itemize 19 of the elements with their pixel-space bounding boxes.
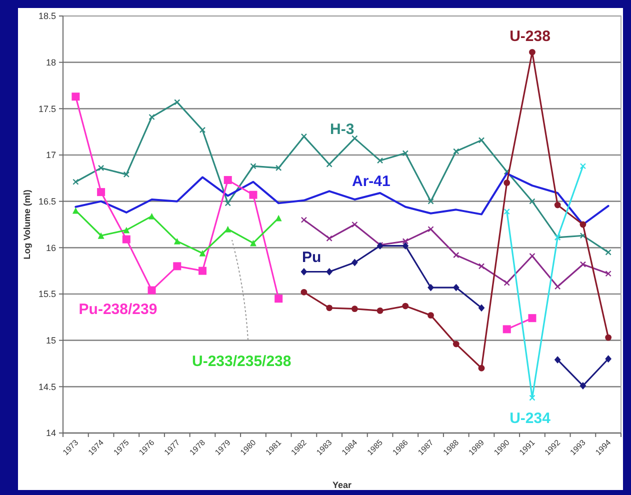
series-label: Ar-41 [352,173,390,190]
x-axis-title: Year [332,480,352,490]
y-tick-label: 14.5 [38,382,56,392]
y-tick-label: 17 [46,150,56,160]
y-tick-label: 17.5 [38,104,56,114]
y-tick-label: 18 [46,57,56,68]
y-tick-label: 15.5 [38,289,56,300]
series-label: Pu-238/239 [78,301,158,318]
y-tick-label: 14 [46,428,56,438]
series-label: U-238 [510,28,550,45]
y-tick-label: 16.5 [38,196,56,206]
series-label: U-234 [510,410,552,427]
series-label: H-3 [330,121,354,138]
y-axis-title: Log Volume (ml) [22,190,32,260]
text: U-233/235/238 [192,353,292,370]
y-tick-label: 15 [46,335,56,346]
y-tick-label: 16 [46,242,56,253]
series-label: Pu [302,249,322,266]
y-tick-label: 18.5 [38,11,56,22]
